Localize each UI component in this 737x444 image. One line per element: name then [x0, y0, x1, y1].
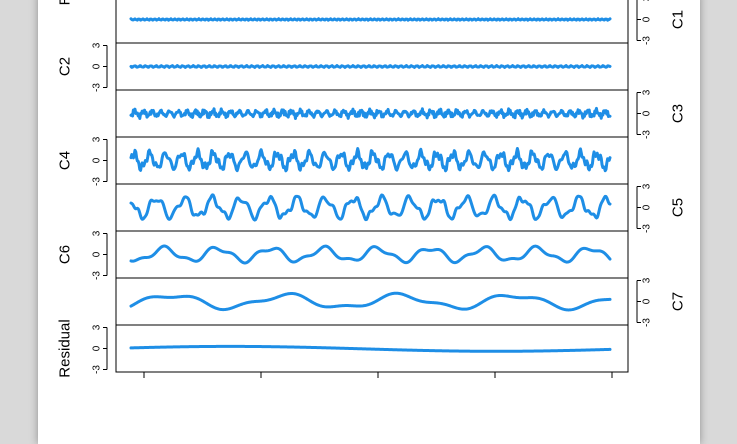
panel-label: C2	[57, 57, 74, 76]
y-tick-label: -3	[92, 83, 103, 92]
y-tick-label: 3	[642, 277, 653, 283]
emd-decomposition-chart: 3 0 -3 Raw Data 3 0 -3 C1 3 0 -3 C2 3 0 -3 C3 3 0 -3 C4 3 0 -3…	[57, 0, 687, 378]
series-line-c4	[129, 147, 612, 173]
y-tick-label: 3	[642, 0, 653, 1]
y-tick-label: 3	[92, 324, 103, 330]
panel-label: C5	[670, 198, 687, 217]
panel-label: C6	[57, 245, 74, 264]
series-line-c2	[129, 64, 612, 69]
y-tick-label: 0	[642, 204, 653, 210]
chart-card: 3 0 -3 Raw Data 3 0 -3 C1 3 0 -3 C2 3 0 -3 C3 3 0 -3 C4 3 0 -3…	[38, 0, 700, 444]
y-tick-label: 0	[92, 63, 103, 69]
panel-label: C4	[57, 151, 74, 170]
panel-label: Raw Data	[57, 0, 74, 5]
panel-label: C7	[670, 292, 687, 311]
series-line-c1	[129, 17, 612, 22]
panel-label: C1	[670, 10, 687, 29]
y-tick-label: 3	[642, 183, 653, 189]
y-tick-label: 3	[92, 42, 103, 48]
panel-frame-residual	[115, 324, 629, 373]
y-tick-label: -3	[642, 130, 653, 139]
series-line-c5	[129, 193, 612, 222]
series-line-c7	[129, 291, 612, 312]
series-line-c6	[129, 244, 612, 265]
panel-label: C3	[670, 104, 687, 123]
series-line-residual	[129, 344, 612, 353]
y-tick-label: -3	[92, 271, 103, 280]
y-tick-label: -3	[642, 224, 653, 233]
y-tick-label: -3	[642, 36, 653, 45]
series-line-c3	[129, 106, 612, 121]
panel-frame-c7	[115, 277, 629, 326]
y-tick-label: 3	[92, 136, 103, 142]
y-tick-label: -3	[92, 365, 103, 374]
y-tick-label: -3	[642, 318, 653, 327]
panel-label: Residual	[57, 319, 74, 377]
y-tick-label: 0	[92, 157, 103, 163]
y-tick-label: 0	[92, 251, 103, 257]
y-tick-label: 3	[92, 230, 103, 236]
y-tick-label: 3	[642, 89, 653, 95]
panel-frame-c5	[115, 183, 629, 232]
y-tick-label: 0	[642, 16, 653, 22]
y-tick-label: -3	[92, 177, 103, 186]
y-tick-label: 0	[642, 298, 653, 304]
y-tick-label: 0	[642, 110, 653, 116]
y-tick-label: 0	[92, 345, 103, 351]
